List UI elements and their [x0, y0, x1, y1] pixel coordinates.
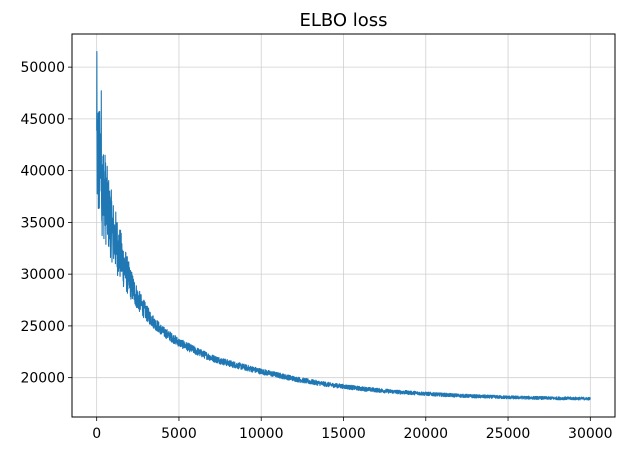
x-tick-label: 25000	[486, 426, 531, 442]
x-tick-label: 20000	[403, 426, 448, 442]
x-tick-label: 0	[92, 426, 101, 442]
y-tick-label: 40000	[20, 164, 65, 180]
y-tick-label: 20000	[20, 371, 65, 387]
y-axis: 20000 25000 30000 35000 40000 45000 50000	[20, 60, 72, 387]
y-tick-label: 50000	[20, 60, 65, 76]
x-tick-label: 5000	[161, 426, 197, 442]
x-tick-label: 10000	[239, 426, 284, 442]
grid-lines	[72, 34, 615, 417]
y-tick-label: 35000	[20, 215, 65, 231]
x-axis: 0 5000 10000 15000 20000 25000 30000	[92, 417, 613, 442]
chart-title: ELBO loss	[299, 10, 387, 31]
series-line-elbo	[96, 51, 591, 401]
y-tick-label: 30000	[20, 267, 65, 283]
x-tick-label: 15000	[321, 426, 366, 442]
y-tick-label: 45000	[20, 112, 65, 128]
x-tick-label: 30000	[568, 426, 613, 442]
y-tick-label: 25000	[20, 319, 65, 335]
